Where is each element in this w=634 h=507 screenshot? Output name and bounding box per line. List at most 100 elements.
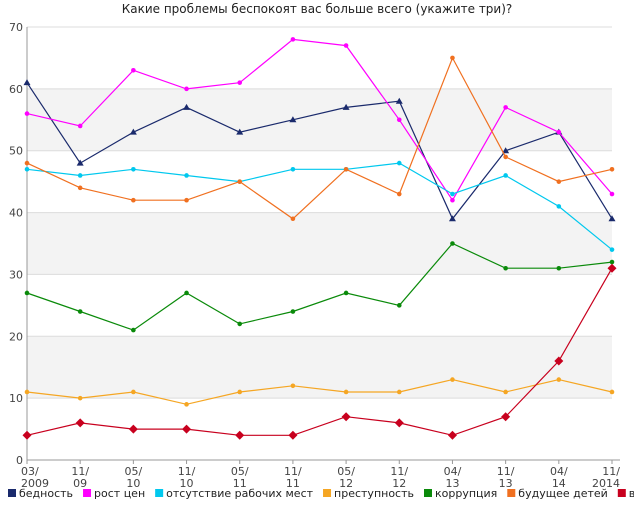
data-point [396, 191, 402, 197]
x-tick-label: 05/ [231, 465, 249, 478]
legend-swatch [617, 489, 626, 497]
data-point [609, 259, 615, 265]
data-point [343, 389, 349, 395]
x-axis-ticks: 03/200911/0905/1011/1005/1111/1105/1211/… [21, 460, 620, 490]
legend-label: преступность [334, 487, 414, 500]
data-point [131, 197, 136, 203]
series-line [26, 82, 613, 220]
data-point [129, 128, 137, 135]
data-point [503, 173, 508, 178]
series-line [26, 267, 613, 436]
x-tick-label: 14 [552, 477, 566, 490]
data-point [450, 377, 455, 382]
plot-band [27, 212, 612, 275]
legend-label: будущее детей [518, 487, 608, 500]
y-tick-label: 50 [9, 145, 23, 158]
series-6 [24, 55, 615, 222]
data-point [396, 117, 402, 123]
y-tick-label: 60 [9, 83, 23, 96]
x-tick-label: 10 [180, 477, 194, 490]
data-point [450, 191, 455, 197]
axes [26, 27, 620, 461]
data-point [290, 383, 296, 389]
legend-label: коррупция [435, 487, 497, 500]
series-5 [24, 241, 615, 333]
x-tick-label: 05/ [337, 465, 355, 478]
data-point [343, 290, 349, 296]
data-point [556, 204, 562, 209]
data-point [235, 430, 245, 440]
legend-label: война в регионе [629, 487, 634, 500]
data-point [237, 179, 243, 184]
data-point [450, 241, 455, 246]
legend-item-7: война в регионе [617, 487, 634, 500]
x-tick-label: 10 [126, 477, 140, 490]
data-point [396, 389, 402, 395]
series-line [26, 56, 613, 220]
y-tick-label: 10 [9, 392, 23, 405]
x-tick-label: 12 [392, 477, 406, 490]
legend-swatch [83, 489, 92, 497]
series-line [26, 162, 613, 251]
data-point [77, 123, 83, 129]
data-point [609, 389, 615, 395]
x-tick-label: 11/ [284, 465, 302, 478]
data-point [24, 111, 30, 116]
data-point [76, 159, 84, 166]
data-point [342, 103, 350, 110]
data-point [290, 166, 296, 172]
data-point [503, 105, 508, 110]
data-point [77, 309, 83, 314]
data-point [184, 86, 189, 92]
legend-item-5: коррупция [424, 487, 497, 500]
x-tick-label: 11/ [71, 465, 89, 478]
data-point [394, 418, 404, 428]
data-point [556, 377, 562, 382]
series-line [26, 378, 613, 405]
data-point [503, 154, 508, 160]
data-point [396, 160, 402, 166]
x-tick-label: 09 [73, 477, 87, 490]
x-tick-label: 13 [445, 477, 459, 490]
legend-label: отсутствие рабочих мест [166, 487, 313, 500]
data-point [501, 412, 511, 422]
data-point [289, 116, 297, 123]
data-point [77, 395, 83, 401]
data-point [343, 166, 349, 172]
data-point [184, 173, 189, 178]
x-tick-label: 2009 [21, 477, 49, 490]
data-point [182, 424, 192, 434]
x-tick-label: 13 [499, 477, 513, 490]
data-point [607, 263, 617, 273]
data-point [341, 412, 351, 422]
data-point [395, 97, 403, 104]
data-point [396, 303, 402, 308]
x-tick-label: 11/ [178, 465, 196, 478]
data-point [290, 309, 296, 314]
data-point [131, 327, 136, 333]
x-tick-label: 2014 [592, 477, 620, 490]
x-tick-label: 12 [339, 477, 353, 490]
data-point [556, 179, 562, 184]
series-7 [22, 263, 617, 440]
legend-item-4: преступность [323, 487, 414, 500]
data-point [77, 173, 83, 178]
data-point [131, 166, 136, 172]
legend-swatch [8, 489, 16, 497]
data-point [503, 389, 508, 395]
legend-swatch [424, 489, 432, 497]
data-point [24, 166, 30, 172]
data-point [450, 55, 455, 61]
legend-label: бедность [19, 487, 73, 500]
data-point [237, 389, 243, 395]
data-point [131, 389, 136, 395]
series-line [26, 38, 613, 202]
data-point [22, 430, 32, 440]
legend-swatch [507, 489, 516, 497]
data-point [237, 80, 243, 85]
legend-item-1: бедность [8, 487, 73, 500]
series-1 [23, 79, 616, 222]
data-point [609, 191, 615, 197]
data-point [77, 185, 83, 191]
series-4 [24, 377, 615, 407]
